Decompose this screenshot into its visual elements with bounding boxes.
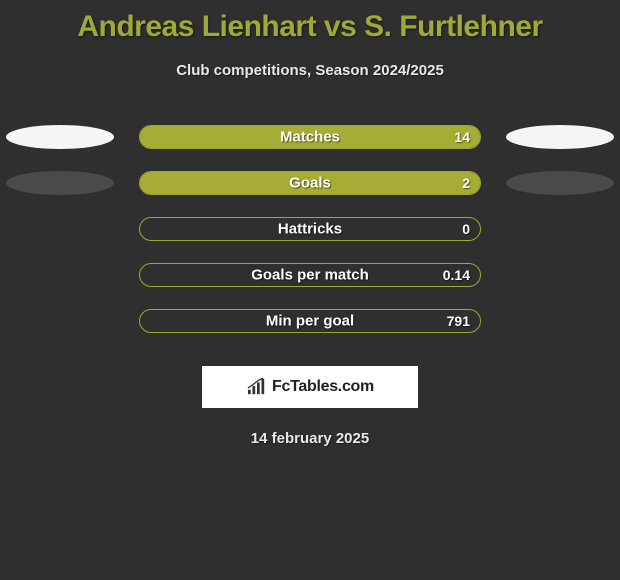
- brand-text: FcTables.com: [272, 378, 374, 396]
- stat-label: Matches: [280, 129, 340, 146]
- stat-value-right: 791: [447, 313, 470, 329]
- stat-row-hattricks: Hattricks 0: [0, 206, 620, 252]
- stat-label: Min per goal: [266, 313, 354, 330]
- player-right-indicator: [506, 171, 614, 195]
- stat-label: Hattricks: [278, 221, 342, 238]
- stats-container: Matches 14 Goals 2 Hattricks 0 Goals per…: [0, 114, 620, 344]
- player-right-indicator: [506, 125, 614, 149]
- stat-row-goals-per-match: Goals per match 0.14: [0, 252, 620, 298]
- stat-bar: Min per goal 791: [139, 309, 481, 333]
- chart-icon: [246, 378, 268, 396]
- stat-value-right: 0: [462, 221, 470, 237]
- player-left-indicator: [6, 171, 114, 195]
- stat-value-right: 14: [454, 129, 470, 145]
- stat-value-right: 2: [462, 175, 470, 191]
- stat-row-goals: Goals 2: [0, 160, 620, 206]
- comparison-title: Andreas Lienhart vs S. Furtlehner: [0, 0, 620, 44]
- brand-badge[interactable]: FcTables.com: [202, 366, 418, 408]
- stat-label: Goals per match: [251, 267, 369, 284]
- season-subtitle: Club competitions, Season 2024/2025: [0, 62, 620, 79]
- stat-bar: Matches 14: [139, 125, 481, 149]
- stat-row-matches: Matches 14: [0, 114, 620, 160]
- footer-date: 14 february 2025: [0, 430, 620, 447]
- stat-bar: Goals per match 0.14: [139, 263, 481, 287]
- stat-bar: Hattricks 0: [139, 217, 481, 241]
- stat-value-right: 0.14: [443, 267, 470, 283]
- stat-label: Goals: [289, 175, 331, 192]
- stat-bar: Goals 2: [139, 171, 481, 195]
- player-left-indicator: [6, 125, 114, 149]
- stat-row-min-per-goal: Min per goal 791: [0, 298, 620, 344]
